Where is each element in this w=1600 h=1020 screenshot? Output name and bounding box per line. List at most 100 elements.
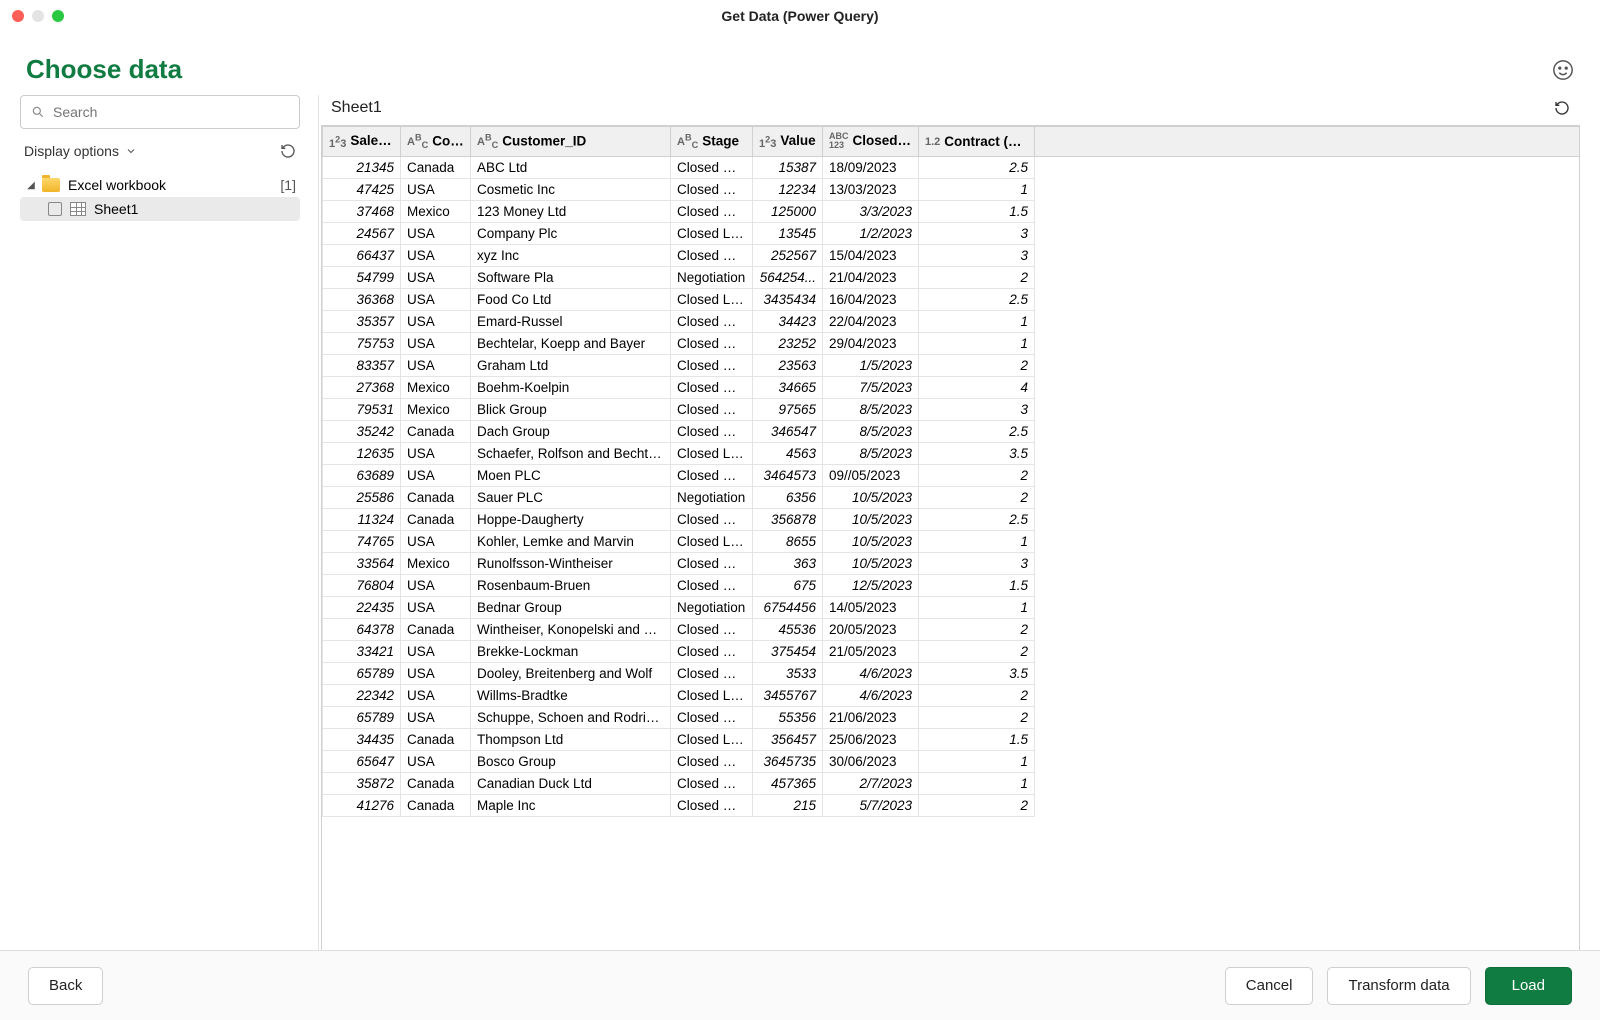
table-cell: 10/5/2023 bbox=[823, 531, 919, 553]
refresh-icon[interactable] bbox=[280, 143, 296, 159]
search-input-container[interactable] bbox=[20, 95, 300, 129]
table-cell: Closed Won bbox=[671, 465, 753, 487]
table-cell: 1.5 bbox=[919, 729, 1035, 751]
table-cell: 66437 bbox=[323, 245, 401, 267]
table-cell: 36368 bbox=[323, 289, 401, 311]
table-cell: USA bbox=[401, 597, 471, 619]
table-cell: 3 bbox=[919, 553, 1035, 575]
table-row[interactable]: 75753USABechtelar, Koepp and BayerClosed… bbox=[323, 333, 1580, 355]
table-cell: 4 bbox=[919, 377, 1035, 399]
table-row[interactable]: 64378CanadaWintheiser, Konopelski and Sk… bbox=[323, 619, 1580, 641]
column-header[interactable]: ABCCoun... bbox=[401, 127, 471, 157]
table-cell: Bechtelar, Koepp and Bayer bbox=[471, 333, 671, 355]
table-row[interactable]: 54799USASoftware PlaNegotiation564254...… bbox=[323, 267, 1580, 289]
display-options-toggle[interactable]: Display options bbox=[24, 143, 137, 159]
table-row[interactable]: 79531MexicoBlick GroupClosed Won975658/5… bbox=[323, 399, 1580, 421]
preview-refresh-icon[interactable] bbox=[1554, 100, 1570, 116]
table-row[interactable]: 47425USACosmetic IncClosed Won1223413/03… bbox=[323, 179, 1580, 201]
table-cell: 4/6/2023 bbox=[823, 685, 919, 707]
table-row[interactable]: 27368MexicoBoehm-KoelpinClosed Won346657… bbox=[323, 377, 1580, 399]
table-cell: Runolfsson-Wintheiser bbox=[471, 553, 671, 575]
table-row[interactable]: 25586CanadaSauer PLCNegotiation635610/5/… bbox=[323, 487, 1580, 509]
column-header[interactable]: ABC123Closed D... bbox=[823, 127, 919, 157]
table-row[interactable]: 34435CanadaThompson LtdClosed Lost356457… bbox=[323, 729, 1580, 751]
column-header[interactable]: ABCCustomer_ID bbox=[471, 127, 671, 157]
table-cell: Closed Lost bbox=[671, 223, 753, 245]
display-options-row: Display options bbox=[20, 137, 300, 165]
table-row[interactable]: 66437USAxyz IncClosed Won25256715/04/202… bbox=[323, 245, 1580, 267]
tree-item-sheet1[interactable]: Sheet1 bbox=[20, 197, 300, 221]
table-row[interactable]: 37468Mexico123 Money LtdClosed Won125000… bbox=[323, 201, 1580, 223]
table-cell: 15/04/2023 bbox=[823, 245, 919, 267]
table-row[interactable]: 65789USADooley, Breitenberg and WolfClos… bbox=[323, 663, 1580, 685]
data-grid-container[interactable]: 123Sales...ABCCoun...ABCCustomer_IDABCSt… bbox=[321, 125, 1580, 955]
table-row[interactable]: 35872CanadaCanadian Duck LtdClosed Won45… bbox=[323, 773, 1580, 795]
table-row[interactable]: 21345CanadaABC LtdClosed Won1538718/09/2… bbox=[323, 157, 1580, 179]
table-cell: 4563 bbox=[753, 443, 823, 465]
column-header[interactable]: 123Value bbox=[753, 127, 823, 157]
feedback-smiley-icon[interactable] bbox=[1552, 59, 1574, 81]
maximize-window-icon[interactable] bbox=[52, 10, 64, 22]
table-cell: Blick Group bbox=[471, 399, 671, 421]
table-cell: Closed Lost bbox=[671, 531, 753, 553]
tree-root-excel-workbook[interactable]: ◢ Excel workbook [1] bbox=[20, 173, 300, 197]
table-cell: 10/5/2023 bbox=[823, 509, 919, 531]
source-tree: ◢ Excel workbook [1] Sheet1 bbox=[20, 173, 300, 221]
table-cell: 11324 bbox=[323, 509, 401, 531]
table-cell: Closed Lost bbox=[671, 443, 753, 465]
search-input[interactable] bbox=[53, 104, 289, 120]
table-cell: Maple Inc bbox=[471, 795, 671, 817]
load-button[interactable]: Load bbox=[1485, 967, 1572, 1005]
table-cell: Cosmetic Inc bbox=[471, 179, 671, 201]
table-row[interactable]: 65789USASchuppe, Schoen and RodriguezClo… bbox=[323, 707, 1580, 729]
table-row[interactable]: 11324CanadaHoppe-DaughertyClosed Won3568… bbox=[323, 509, 1580, 531]
column-header[interactable]: 1.2Contract (Ye... bbox=[919, 127, 1035, 157]
back-button[interactable]: Back bbox=[28, 967, 103, 1005]
table-cell: 97565 bbox=[753, 399, 823, 421]
transform-data-button[interactable]: Transform data bbox=[1327, 967, 1470, 1005]
table-row[interactable]: 35242CanadaDach GroupClosed Won3465478/5… bbox=[323, 421, 1580, 443]
minimize-window-icon[interactable] bbox=[32, 10, 44, 22]
table-cell: 3.5 bbox=[919, 663, 1035, 685]
table-row[interactable]: 41276CanadaMaple IncClosed Won2155/7/202… bbox=[323, 795, 1580, 817]
table-row[interactable]: 76804USARosenbaum-BruenClosed Won67512/5… bbox=[323, 575, 1580, 597]
table-row[interactable]: 33564MexicoRunolfsson-WintheiserClosed W… bbox=[323, 553, 1580, 575]
table-row[interactable]: 63689USAMoen PLCClosed Won346457309//05/… bbox=[323, 465, 1580, 487]
table-row[interactable]: 36368USAFood Co LtdClosed Lost343543416/… bbox=[323, 289, 1580, 311]
table-cell: 2 bbox=[919, 355, 1035, 377]
table-row[interactable]: 83357USAGraham LtdClosed Won235631/5/202… bbox=[323, 355, 1580, 377]
table-cell: 75753 bbox=[323, 333, 401, 355]
table-cell: USA bbox=[401, 443, 471, 465]
table-cell: xyz Inc bbox=[471, 245, 671, 267]
table-cell: 356457 bbox=[753, 729, 823, 751]
table-row[interactable]: 33421USABrekke-LockmanClosed Won37545421… bbox=[323, 641, 1580, 663]
table-cell: 1.5 bbox=[919, 575, 1035, 597]
table-cell: Closed Won bbox=[671, 553, 753, 575]
column-header[interactable]: ABCStage bbox=[671, 127, 753, 157]
table-row[interactable]: 22342USAWillms-BradtkeClosed Lost3455767… bbox=[323, 685, 1580, 707]
table-cell: 18/09/2023 bbox=[823, 157, 919, 179]
sheet-checkbox[interactable] bbox=[48, 202, 62, 216]
table-row[interactable]: 74765USAKohler, Lemke and MarvinClosed L… bbox=[323, 531, 1580, 553]
table-cell: Canada bbox=[401, 795, 471, 817]
table-cell: Canada bbox=[401, 619, 471, 641]
collapse-toggle-icon[interactable]: ◢ bbox=[24, 180, 38, 191]
table-cell: 125000 bbox=[753, 201, 823, 223]
table-cell: 21/04/2023 bbox=[823, 267, 919, 289]
table-cell: 10/5/2023 bbox=[823, 487, 919, 509]
column-header[interactable]: 123Sales... bbox=[323, 127, 401, 157]
table-cell: Wintheiser, Konopelski and Skil... bbox=[471, 619, 671, 641]
table-cell: 13/03/2023 bbox=[823, 179, 919, 201]
cancel-button[interactable]: Cancel bbox=[1225, 967, 1314, 1005]
close-window-icon[interactable] bbox=[12, 10, 24, 22]
table-row[interactable]: 65647USABosco GroupClosed Won364573530/0… bbox=[323, 751, 1580, 773]
table-row[interactable]: 35357USAEmard-RusselClosed Won3442322/04… bbox=[323, 311, 1580, 333]
table-row[interactable]: 12635USASchaefer, Rolfson and BechtelarC… bbox=[323, 443, 1580, 465]
table-cell: 3435434 bbox=[753, 289, 823, 311]
table-row[interactable]: 22435USABednar GroupNegotiation675445614… bbox=[323, 597, 1580, 619]
table-cell: 363 bbox=[753, 553, 823, 575]
table-row[interactable]: 24567USACompany PlcClosed Lost135451/2/2… bbox=[323, 223, 1580, 245]
table-cell: 3533 bbox=[753, 663, 823, 685]
table-cell: 55356 bbox=[753, 707, 823, 729]
table-cell: 8/5/2023 bbox=[823, 443, 919, 465]
